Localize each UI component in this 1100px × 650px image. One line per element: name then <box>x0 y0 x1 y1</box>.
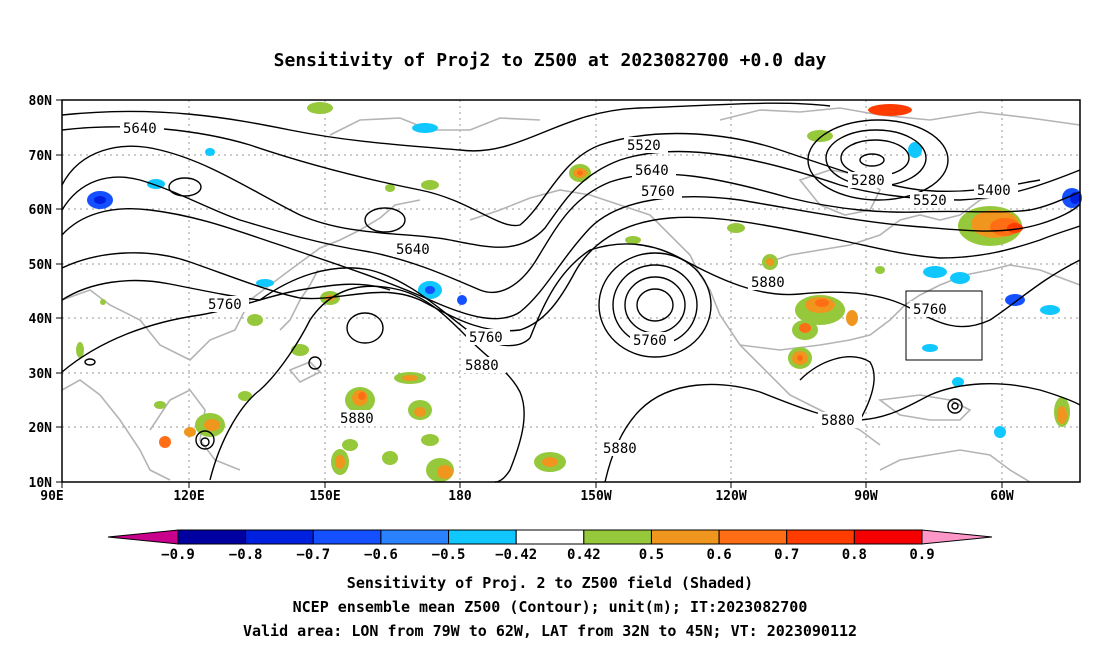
colorbar-tick-label: 0.5 <box>639 547 664 563</box>
contour-label: 5760 <box>633 333 667 349</box>
lat-label: 30N <box>29 367 53 382</box>
lon-label: 150E <box>309 489 340 504</box>
lon-label: 120W <box>715 489 746 504</box>
colorbar-box <box>583 529 652 545</box>
contour-label: 5760 <box>913 302 947 318</box>
colorbar-tick-label: 0.6 <box>706 547 731 563</box>
colorbar-box <box>312 529 382 545</box>
colorbar-tick-label: −0.8 <box>229 547 263 563</box>
lat-label: 40N <box>29 312 53 327</box>
colorbar-box <box>245 529 314 545</box>
map-title: Sensitivity of Proj2 to Z500 at 20230827… <box>273 50 827 71</box>
colorbar-tick-label: 0.9 <box>909 547 934 563</box>
contour-label: 5520 <box>627 138 661 154</box>
colorbar-tick-label: 0.7 <box>774 547 799 563</box>
contour-label: 5400 <box>977 183 1011 199</box>
colorbar-box <box>786 529 855 545</box>
colorbar-box <box>718 529 788 545</box>
lat-label: 60N <box>29 203 53 218</box>
colorbar: −0.9 −0.8 −0.7 −0.6 −0.5 −0.42 0.42 0.5 0.6 0.7 0.… <box>107 529 993 563</box>
valid-area-box <box>905 290 983 361</box>
lat-label: 20N <box>29 421 53 436</box>
contour-label: 5520 <box>913 193 947 209</box>
lon-label: 120E <box>173 489 204 504</box>
contour-label: 5640 <box>635 163 669 179</box>
colorbar-box <box>177 529 247 545</box>
lon-label: 90W <box>854 489 878 504</box>
colorbar-arrow-high <box>921 529 993 545</box>
lat-label: 10N <box>29 476 53 491</box>
colorbar-box <box>515 529 585 545</box>
lon-label: 180 <box>448 489 472 504</box>
lat-label: 70N <box>29 149 53 164</box>
grid-lines <box>62 100 1080 482</box>
colorbar-tick-label: −0.5 <box>432 547 466 563</box>
contour-label: 5880 <box>465 358 499 374</box>
contour-label: 5280 <box>851 173 885 189</box>
colorbar-tick-label: −0.6 <box>364 547 398 563</box>
colorbar-tick-label: −0.9 <box>161 547 195 563</box>
colorbar-box <box>448 529 517 545</box>
contour-labels: 5640 5520 5640 5760 5280 5400 5520 5640 … <box>120 120 1018 457</box>
lon-label: 150W <box>580 489 611 504</box>
contour-label: 5760 <box>469 330 503 346</box>
colorbar-tick-label: 0.8 <box>842 547 867 563</box>
contour-label: 5880 <box>603 441 637 457</box>
caption-contour: NCEP ensemble mean Z500 (Contour); unit(… <box>292 598 808 616</box>
colorbar-box <box>853 529 923 545</box>
colorbar-tick-label: −0.7 <box>296 547 330 563</box>
colorbar-tick-label: 0.42 <box>567 547 601 563</box>
colorbar-box <box>380 529 450 545</box>
colorbar-arrow-low <box>107 529 179 545</box>
lat-label: 50N <box>29 258 53 273</box>
contour-label: 5760 <box>208 297 242 313</box>
contour-label: 5760 <box>641 184 675 200</box>
caption-shading: Sensitivity of Proj. 2 to Z500 field (Sh… <box>346 574 754 592</box>
contour-label: 5640 <box>396 242 430 258</box>
lon-label: 90E <box>40 489 63 504</box>
sensitivity-shading <box>76 102 1082 482</box>
map-border <box>61 99 1081 483</box>
contour-label: 5880 <box>340 411 374 427</box>
colorbar-box <box>650 529 720 545</box>
contour-label: 5880 <box>751 275 785 291</box>
contour-label: 5640 <box>123 121 157 137</box>
contour-label: 5880 <box>821 413 855 429</box>
colorbar-tick-label: −0.42 <box>495 547 537 563</box>
caption-valid-area: Valid area: LON from 79W to 62W, LAT fro… <box>242 622 858 640</box>
axis-ticks <box>56 99 1003 488</box>
lon-label: 60W <box>990 489 1014 504</box>
lat-label: 80N <box>29 94 53 109</box>
